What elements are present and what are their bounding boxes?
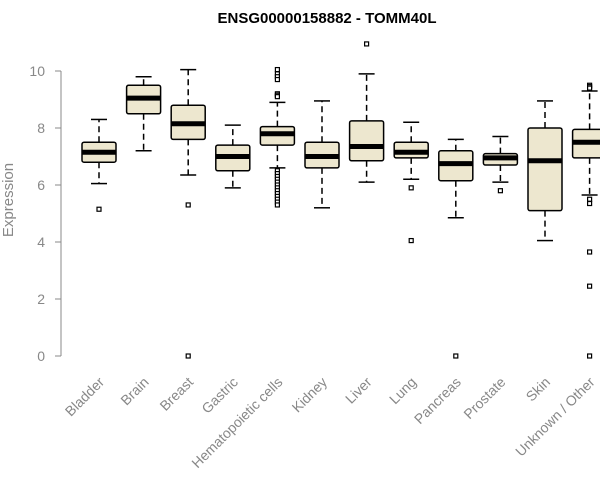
- box-group: [304, 100, 340, 209]
- box-group: [170, 68, 206, 359]
- y-tick-label: 8: [37, 120, 45, 136]
- x-tick-label: Pancreas: [411, 374, 464, 427]
- x-tick-label: Skin: [523, 374, 554, 405]
- box-group: [215, 124, 251, 189]
- y-tick-label: 2: [37, 291, 45, 307]
- y-axis-label: Expression: [0, 163, 17, 237]
- outlier-point: [274, 76, 280, 83]
- box-group: [438, 138, 474, 359]
- x-tick-label: Liver: [342, 374, 375, 407]
- outlier-point: [453, 353, 459, 359]
- x-tick-label: Bladder: [62, 374, 108, 420]
- outlier-point: [408, 237, 414, 244]
- outlier-point: [586, 283, 593, 289]
- outlier-point: [586, 196, 593, 202]
- y-tick-label: 0: [37, 348, 45, 364]
- chart-title: ENSG00000158882 - TOMM40L: [217, 10, 436, 27]
- box-group: [527, 100, 563, 242]
- y-tick-label: 4: [37, 234, 45, 250]
- x-tick-label: Breast: [156, 374, 196, 414]
- box-group: [348, 41, 385, 183]
- outlier-point: [586, 85, 593, 91]
- outlier-point: [96, 206, 102, 212]
- box-group: [259, 66, 296, 208]
- outlier-point: [586, 249, 593, 255]
- box-series: [81, 41, 600, 359]
- box-group: [393, 121, 429, 244]
- x-tick-label: Unknown / Other: [512, 374, 598, 460]
- x-tick-label: Gastric: [198, 374, 241, 417]
- outlier-point: [364, 41, 370, 47]
- x-tick-label: Prostate: [460, 374, 508, 422]
- outlier-point: [497, 188, 503, 194]
- box-group: [571, 82, 600, 359]
- box-iqr: [348, 120, 385, 162]
- outlier-point: [274, 66, 280, 73]
- outlier-point: [274, 202, 280, 208]
- box-group: [125, 75, 162, 152]
- outlier-point: [586, 353, 593, 359]
- outlier-point: [274, 94, 280, 100]
- outlier-point: [185, 202, 191, 208]
- outlier-point: [185, 353, 191, 359]
- outlier-point: [586, 200, 593, 207]
- x-tick-label: Lung: [386, 374, 419, 407]
- x-tick-label: Kidney: [289, 374, 331, 416]
- y-tick-label: 10: [29, 63, 45, 79]
- outlier-point: [408, 185, 414, 191]
- x-tick-label: Brain: [117, 374, 151, 408]
- y-axis-ticks: 0 2 4 6 8 10: [29, 63, 61, 364]
- box-iqr: [527, 127, 563, 212]
- box-group: [81, 118, 117, 212]
- box-group: [482, 135, 519, 194]
- y-tick-label: 6: [37, 177, 45, 193]
